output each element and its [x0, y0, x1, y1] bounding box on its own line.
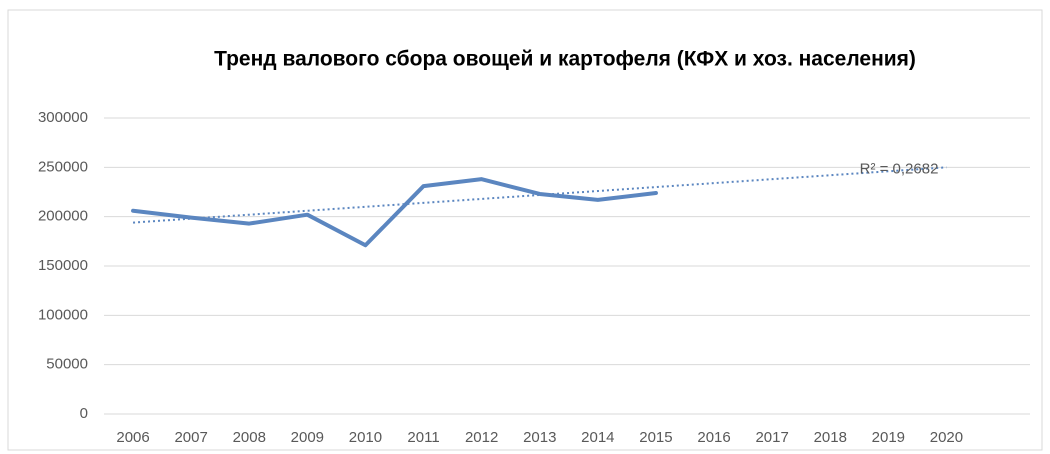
x-tick-label: 2014 [581, 429, 614, 446]
y-tick-label: 250000 [38, 158, 88, 175]
x-tick-label: 2019 [872, 429, 905, 446]
x-tick-label: 2007 [174, 429, 207, 446]
x-tick-label: 2018 [814, 429, 847, 446]
x-tick-label: 2020 [930, 429, 963, 446]
x-tick-label: 2006 [116, 429, 149, 446]
trend-line [132, 166, 947, 224]
chart-title: Тренд валового сбора овощей и картофеля … [214, 48, 916, 71]
y-tick-label: 200000 [38, 208, 88, 225]
y-tick-label: 50000 [46, 356, 88, 373]
x-tick-label: 2012 [465, 429, 498, 446]
x-tick-label: 2011 [407, 429, 439, 446]
chart-frame [7, 9, 1043, 451]
y-tick-label: 150000 [38, 257, 88, 274]
x-tick-label: 2015 [639, 429, 672, 446]
x-tick-label: 2009 [291, 429, 324, 446]
x-tick-label: 2010 [349, 429, 382, 446]
data-line [131, 177, 658, 248]
trend-label: R² = 0,2682 [860, 160, 939, 177]
y-tick-label: 0 [80, 405, 88, 422]
x-tick-label: 2008 [233, 429, 266, 446]
x-tick-label: 2016 [697, 429, 730, 446]
y-tick-label: 300000 [38, 109, 88, 126]
x-tick-label: 2013 [523, 429, 556, 446]
y-tick-label: 100000 [38, 306, 88, 323]
x-tick-label: 2017 [755, 429, 788, 446]
